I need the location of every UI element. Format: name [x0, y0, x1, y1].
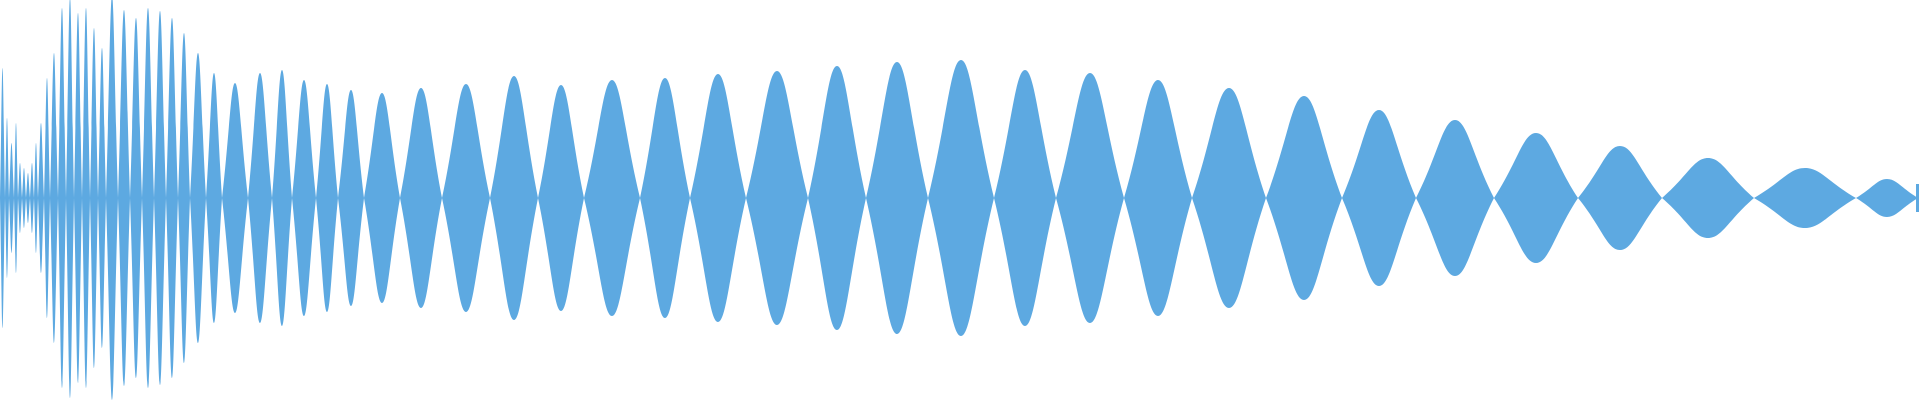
waveform-lobe	[142, 8, 154, 388]
waveform-lobe	[44, 78, 50, 318]
waveform-lobe	[178, 33, 190, 363]
waveform-lobe	[746, 71, 808, 325]
waveform-lobe	[0, 68, 5, 328]
waveform-lobe	[248, 73, 272, 323]
waveform-lobe	[442, 84, 490, 312]
waveform-lobe	[808, 66, 866, 330]
waveform-lobe	[66, 0, 74, 398]
waveform-lobe	[1056, 73, 1124, 323]
waveform-lobe	[9, 143, 14, 253]
waveform-lobe	[58, 8, 66, 388]
waveform-lobe	[400, 88, 442, 308]
waveform-lobe	[364, 93, 400, 303]
waveform-lobe	[154, 11, 166, 385]
waveform-lobe	[1266, 96, 1342, 300]
waveform-lobe	[584, 80, 640, 316]
waveform-lobe	[640, 78, 690, 318]
waveform-lobe	[994, 70, 1056, 326]
waveform-lobe	[1754, 168, 1856, 228]
waveform-lobe	[866, 62, 928, 334]
waveform-lobe	[190, 53, 206, 343]
waveform-lobe	[18, 163, 22, 233]
waveform-lobe	[106, 0, 118, 400]
waveform-lobe	[1124, 80, 1192, 316]
waveform-lobe	[1416, 120, 1494, 276]
waveform-lobe	[166, 18, 178, 378]
waveform-lobe	[490, 76, 538, 320]
waveform-lobe	[1342, 110, 1416, 286]
waveform-lobe	[26, 173, 30, 223]
waveform-lobe	[338, 90, 364, 306]
waveform-lobe	[1578, 146, 1662, 250]
waveform-lobe	[74, 13, 82, 383]
waveform-lobe	[90, 28, 98, 368]
waveform-lobe	[690, 74, 746, 322]
waveform-tail-cap	[1916, 184, 1919, 212]
waveform-lobe	[34, 143, 38, 253]
waveform-lobe	[30, 163, 34, 233]
waveform-lobe	[538, 85, 584, 311]
waveform-lobe	[5, 118, 9, 278]
waveform-lobe	[1494, 133, 1578, 263]
waveform-lobe	[38, 123, 44, 273]
waveform-lobe	[272, 70, 292, 326]
waveform-lobe	[1856, 179, 1918, 217]
waveform-lobe	[1662, 158, 1754, 238]
waveform-lobe	[50, 53, 58, 343]
waveform-lobe	[82, 8, 90, 388]
waveform-lobe	[130, 18, 142, 378]
waveform-lobe	[222, 83, 248, 313]
waveform-lobe	[1192, 88, 1266, 308]
waveform-lobe	[14, 123, 18, 273]
waveform-lobe	[206, 73, 222, 323]
waveform-lobe	[22, 168, 26, 228]
waveform-lobe	[118, 10, 130, 386]
waveform-lobe	[316, 84, 338, 312]
waveform-lobe	[98, 48, 106, 348]
waveform-lobe	[292, 80, 316, 316]
waveform-lobe	[928, 60, 994, 336]
